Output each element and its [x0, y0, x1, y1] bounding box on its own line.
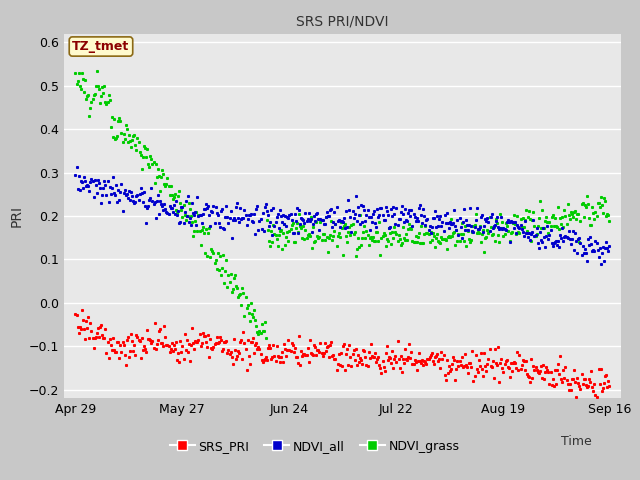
Legend: SRS_PRI, NDVI_all, NDVI_grass: SRS_PRI, NDVI_all, NDVI_grass — [164, 435, 465, 458]
X-axis label: Time: Time — [561, 435, 591, 448]
Text: TZ_tmet: TZ_tmet — [72, 40, 130, 53]
Y-axis label: PRI: PRI — [9, 205, 23, 227]
Title: SRS PRI/NDVI: SRS PRI/NDVI — [296, 14, 388, 28]
